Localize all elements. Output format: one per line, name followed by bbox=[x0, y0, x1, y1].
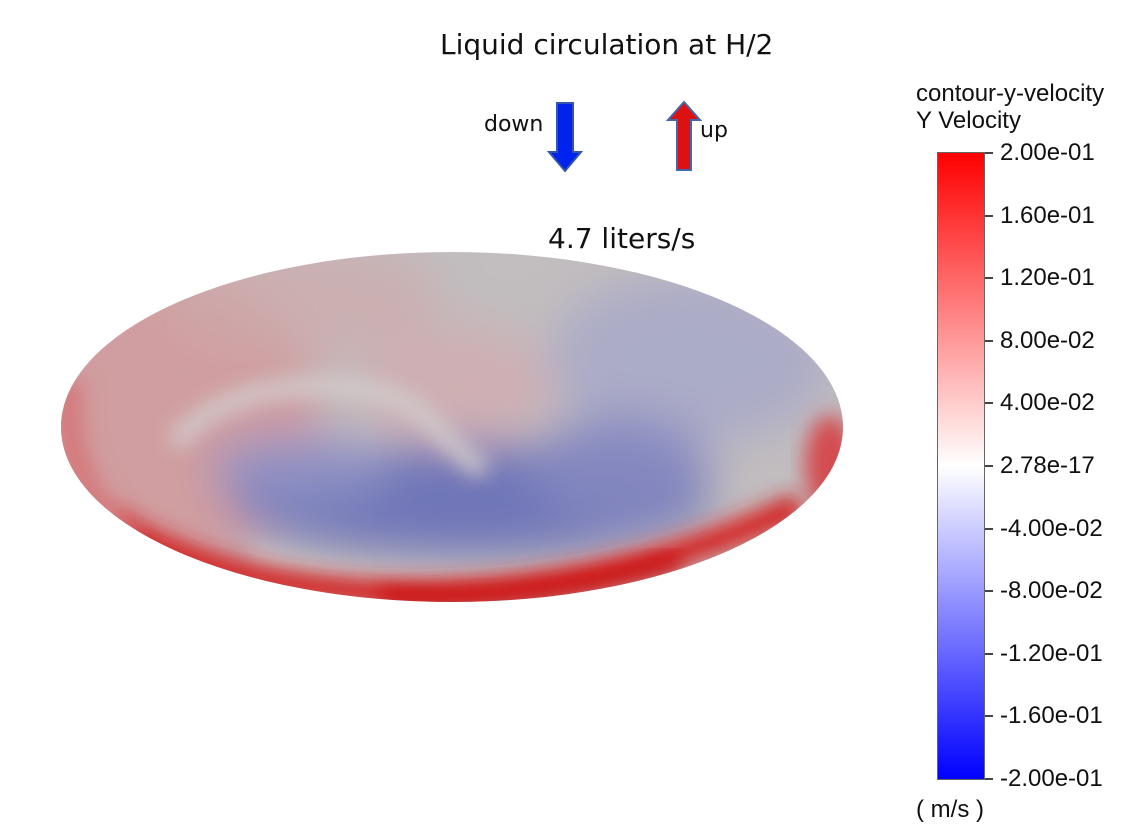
colorbar-unit: ( m/s ) bbox=[916, 796, 984, 823]
up-label: up bbox=[700, 118, 728, 143]
colorbar-tick bbox=[985, 715, 993, 718]
colorbar-tick-label: -1.60e-01 bbox=[1000, 702, 1103, 730]
colorbar-tick bbox=[985, 277, 993, 280]
figure-title: Liquid circulation at H/2 bbox=[440, 28, 774, 61]
down-label: down bbox=[484, 112, 544, 137]
colorbar-title-line1: contour-y-velocity bbox=[916, 80, 1105, 107]
colorbar bbox=[937, 152, 985, 780]
colorbar-tick-label: 1.60e-01 bbox=[1000, 201, 1095, 229]
colorbar-tick-label: -8.00e-02 bbox=[1000, 577, 1103, 605]
colorbar-tick-label: -2.00e-01 bbox=[1000, 765, 1103, 792]
flow-rate-label: 4.7 liters/s bbox=[548, 222, 696, 255]
arrow-up-icon bbox=[665, 100, 703, 171]
colorbar-tick bbox=[985, 402, 993, 405]
colorbar-tick bbox=[985, 590, 993, 593]
colorbar-tick bbox=[985, 214, 993, 217]
colorbar-tick-label: -4.00e-02 bbox=[1000, 514, 1103, 542]
colorbar-tick-label: 1.20e-01 bbox=[1000, 264, 1095, 292]
colorbar-tick bbox=[985, 527, 993, 530]
colorbar-title-line2: Y Velocity bbox=[916, 107, 1021, 134]
colorbar-tick bbox=[985, 152, 993, 154]
colorbar-tick bbox=[985, 652, 993, 655]
colorbar-title: contour-y-velocity Y Velocity bbox=[916, 80, 1104, 134]
colorbar-tick-label: 4.00e-02 bbox=[1000, 389, 1095, 417]
colorbar-tick bbox=[985, 465, 993, 467]
colorbar-tick-label: 2.00e-01 bbox=[1000, 139, 1095, 166]
colorbar-tick bbox=[985, 339, 993, 342]
colorbar-tick bbox=[985, 778, 993, 780]
velocity-contour-disk bbox=[61, 252, 843, 602]
colorbar-tick-label: 2.78e-17 bbox=[1000, 452, 1095, 479]
colorbar-tick-label: 8.00e-02 bbox=[1000, 326, 1095, 354]
arrow-down-icon bbox=[546, 102, 584, 173]
colorbar-tick-label: -1.20e-01 bbox=[1000, 639, 1103, 667]
